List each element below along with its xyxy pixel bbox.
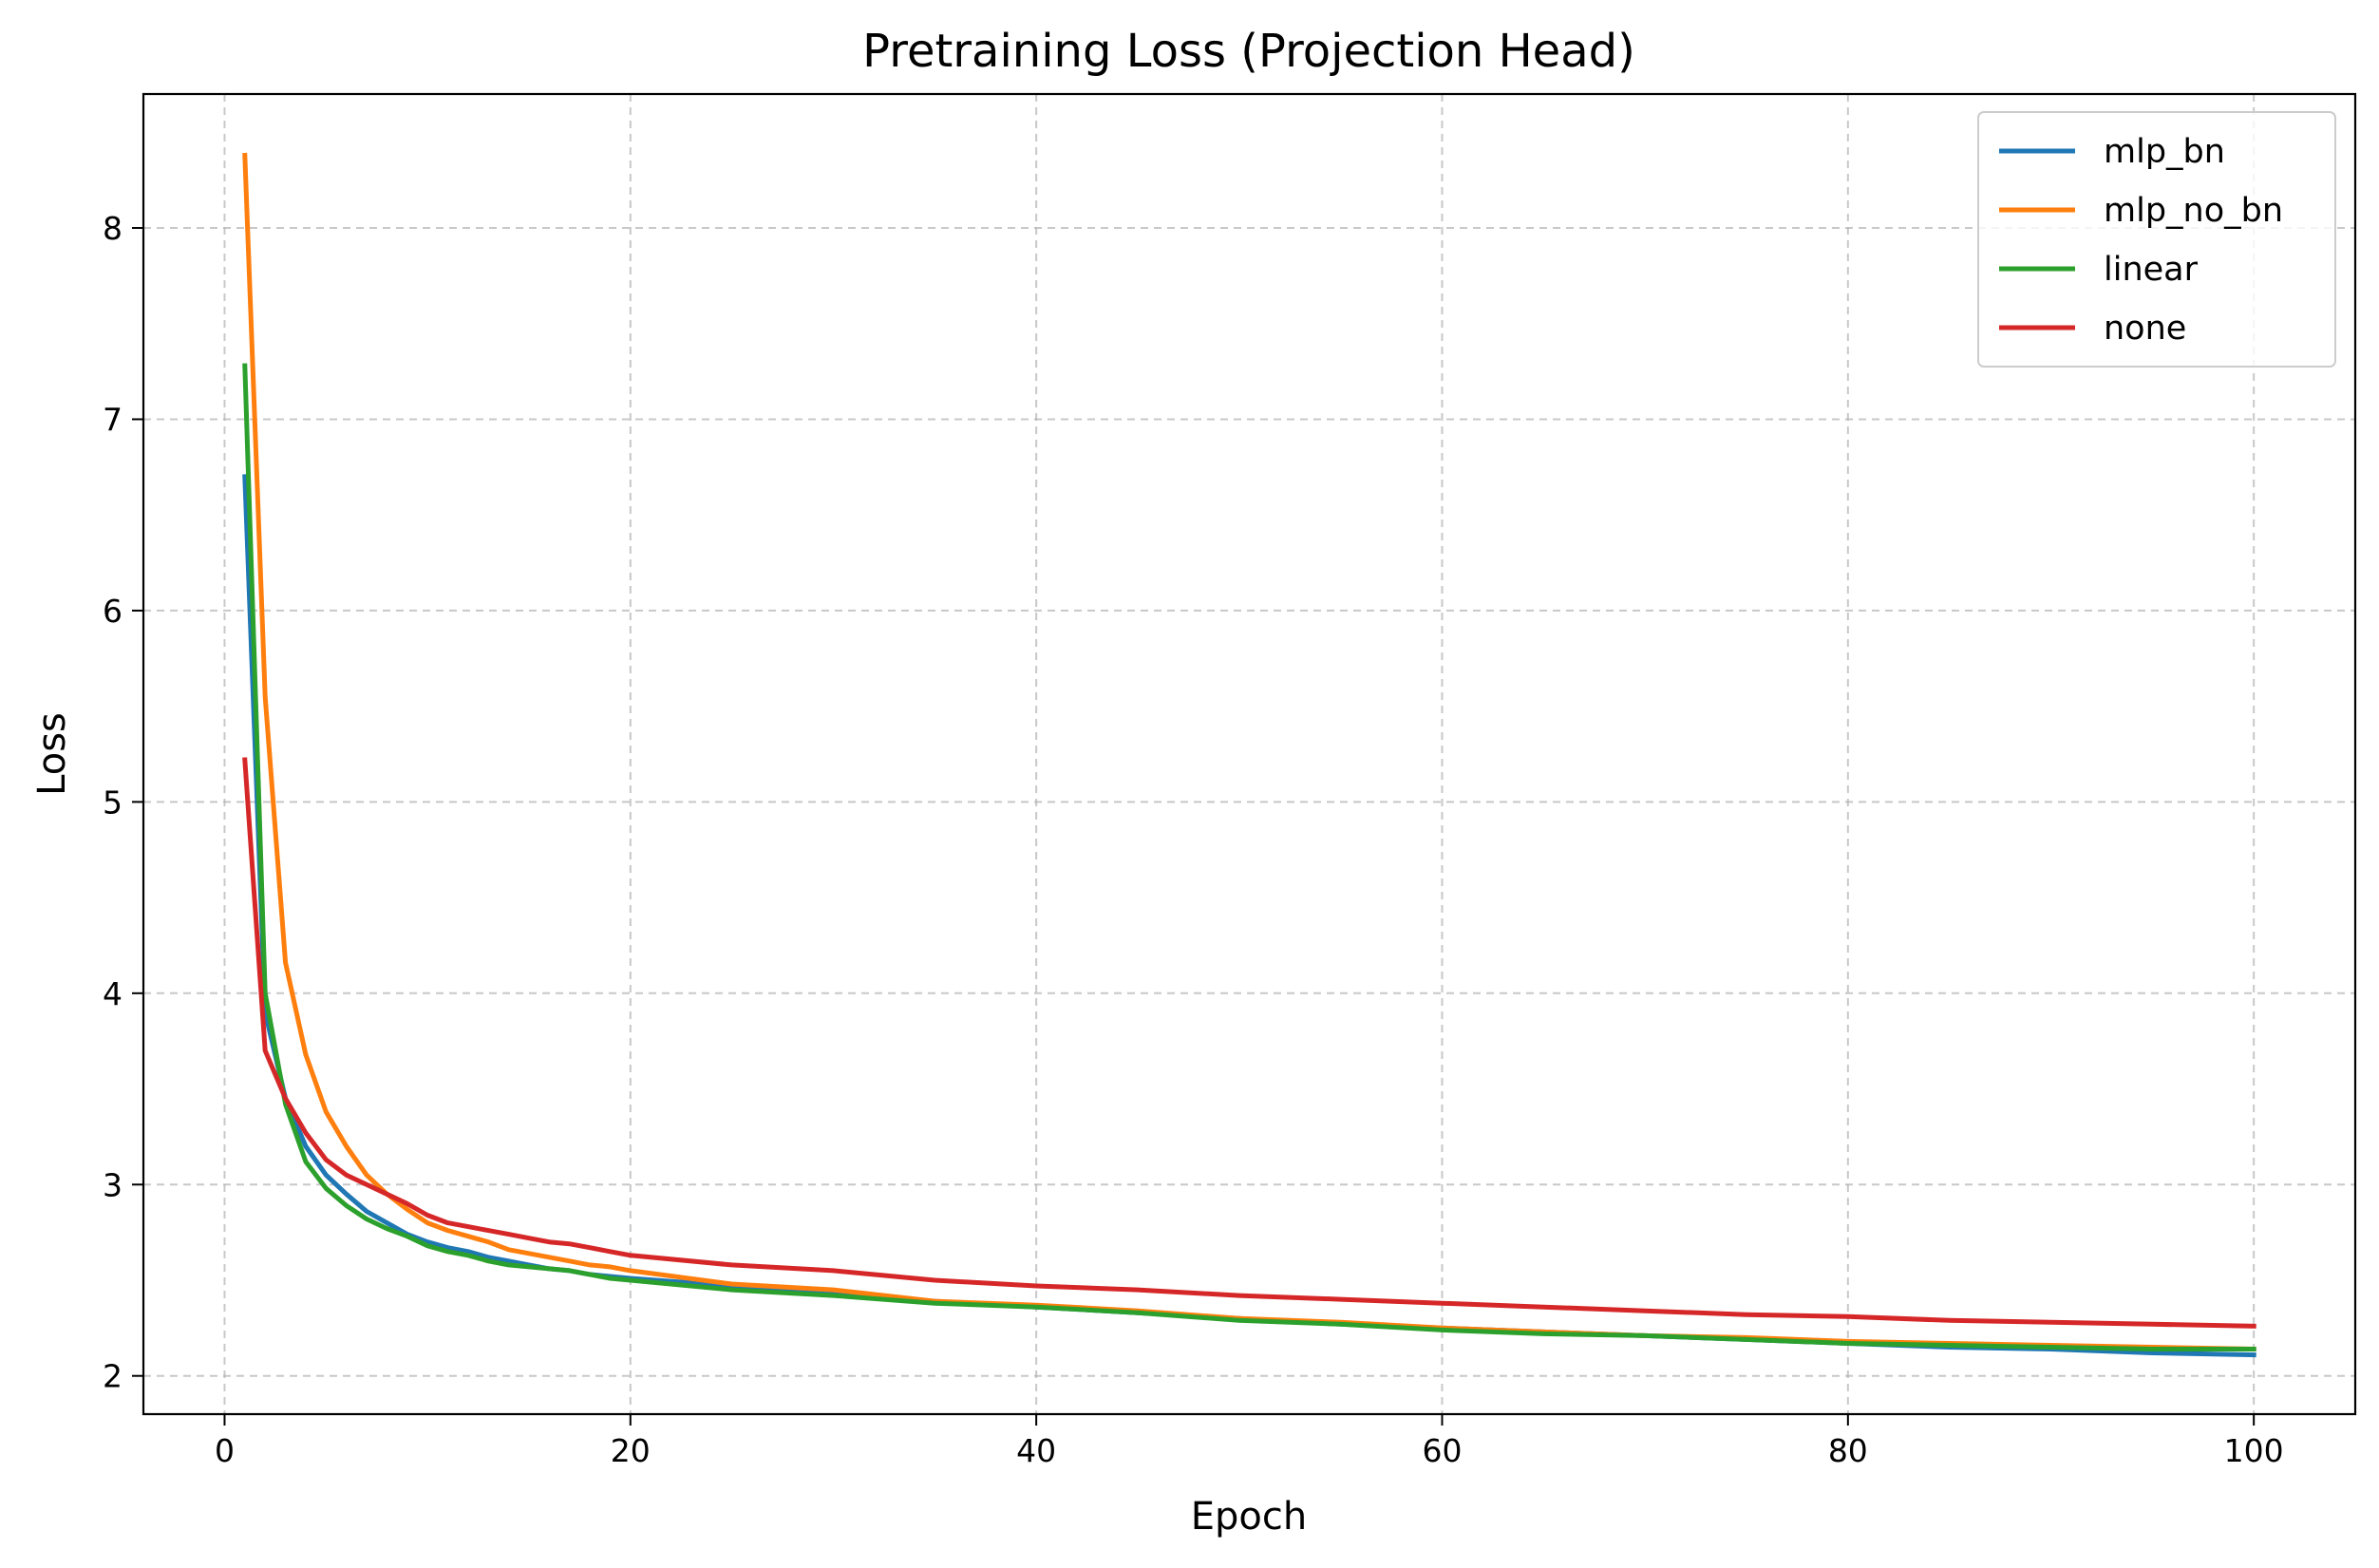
series-line-none: [242, 757, 2256, 1329]
x-axis-ticks: 0 20 40 60 80 100: [215, 1414, 2284, 1469]
y-axis-ticks: 2 3 4 5 6 7 8: [103, 210, 143, 1395]
grid-lines: [143, 94, 2355, 1414]
y-tick-label: 8: [103, 210, 123, 247]
x-tick-label: 0: [215, 1432, 235, 1469]
x-tick-label: 20: [611, 1432, 651, 1469]
x-tick-label: 100: [2224, 1432, 2284, 1469]
series-line-linear: [242, 363, 2256, 1351]
y-tick-label: 2: [103, 1358, 123, 1395]
y-tick-label: 7: [103, 401, 123, 438]
x-tick-label: 80: [1828, 1432, 1868, 1469]
y-tick-label: 4: [103, 975, 123, 1012]
series-lines: [242, 152, 2256, 1358]
legend-label-mlp-bn: mlp_bn: [2104, 133, 2225, 171]
legend-label-none: none: [2104, 310, 2186, 348]
legend-label-mlp-no-bn: mlp_no_bn: [2104, 192, 2283, 230]
y-tick-label: 5: [103, 784, 123, 821]
y-axis-label: Loss: [30, 712, 74, 796]
plot-frame: [142, 92, 2357, 1416]
x-tick-label: 60: [1422, 1432, 1462, 1469]
x-tick-label: 40: [1016, 1432, 1056, 1469]
legend-label-linear: linear: [2104, 251, 2199, 289]
x-axis-label: Epoch: [1191, 1495, 1307, 1539]
chart-title: Pretraining Loss (Projection Head): [862, 25, 1635, 78]
y-tick-label: 6: [103, 593, 123, 630]
legend-box: [1977, 111, 2336, 368]
y-tick-label: 3: [103, 1166, 123, 1203]
